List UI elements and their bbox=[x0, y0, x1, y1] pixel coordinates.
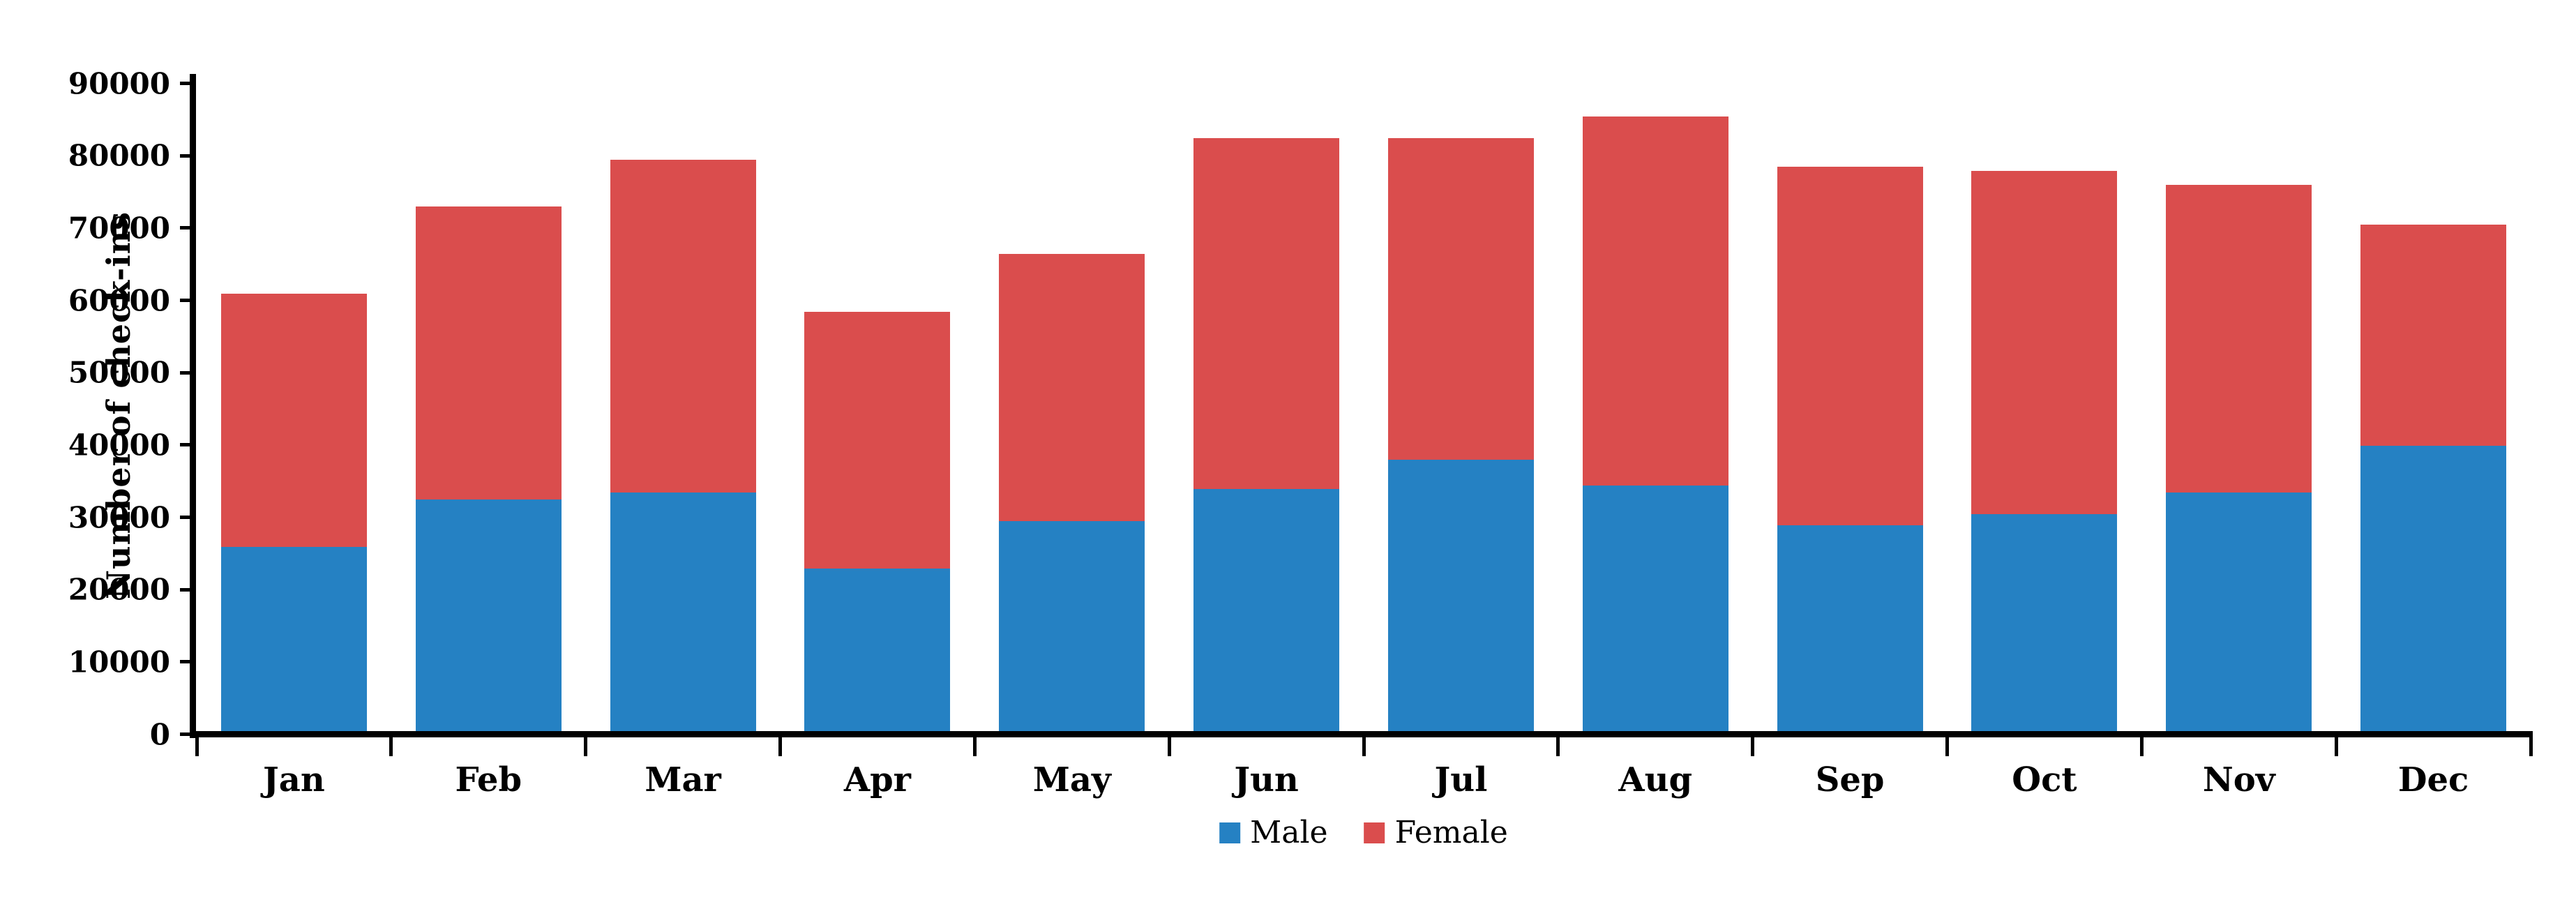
bar-segment-male-jul bbox=[1387, 460, 1534, 731]
y-tick-mark bbox=[180, 516, 190, 519]
bar-segment-female-mar bbox=[610, 160, 756, 493]
y-tick-label: 90000 bbox=[68, 66, 170, 100]
bar-segment-male-sep bbox=[1777, 525, 1923, 731]
y-tick-label: 20000 bbox=[68, 572, 170, 607]
y-tick-label: 10000 bbox=[68, 645, 170, 679]
x-tick-mark bbox=[2529, 731, 2533, 756]
bar-segment-female-may bbox=[999, 253, 1145, 522]
x-tick-label: Jan bbox=[263, 760, 325, 799]
x-tick-mark bbox=[195, 731, 199, 756]
y-tick-mark bbox=[180, 587, 190, 592]
x-tick-label: Mar bbox=[645, 760, 721, 799]
bar-segment-male-jan bbox=[220, 546, 367, 731]
x-tick-label: Sep bbox=[1815, 760, 1885, 799]
bar-segment-male-dec bbox=[2360, 445, 2507, 731]
x-tick-mark bbox=[1167, 731, 1171, 756]
y-tick-mark bbox=[180, 226, 190, 230]
y-tick-mark bbox=[180, 82, 190, 85]
bar-segment-female-sep bbox=[1777, 167, 1923, 525]
y-tick-mark bbox=[180, 299, 190, 302]
y-tick-label: 0 bbox=[149, 717, 170, 751]
y-tick-mark bbox=[180, 370, 190, 375]
legend-item-male: Male bbox=[1219, 815, 1328, 850]
y-tick-mark bbox=[180, 660, 190, 664]
bar-segment-female-aug bbox=[1582, 116, 1728, 486]
y-tick-label: 50000 bbox=[68, 355, 170, 390]
x-tick-mark bbox=[2139, 731, 2144, 756]
x-tick-mark bbox=[1556, 731, 1560, 756]
bar-segment-male-feb bbox=[415, 499, 562, 731]
legend-swatch-female bbox=[1364, 822, 1385, 843]
x-tick-mark bbox=[389, 731, 393, 756]
x-axis-spine bbox=[190, 731, 2531, 737]
y-tick-label: 40000 bbox=[68, 428, 170, 463]
y-tick-mark bbox=[180, 732, 190, 736]
bar-segment-female-oct bbox=[1971, 170, 2118, 514]
legend-item-female: Female bbox=[1364, 815, 1508, 850]
legend: Male Female bbox=[1219, 815, 1508, 850]
x-tick-label: Aug bbox=[1618, 760, 1693, 799]
bar-segment-male-oct bbox=[1971, 514, 2118, 731]
x-tick-label: Jun bbox=[1234, 760, 1299, 799]
legend-label-female: Female bbox=[1394, 815, 1508, 850]
bar-segment-female-jun bbox=[1193, 137, 1340, 489]
bar-segment-female-apr bbox=[804, 311, 951, 569]
legend-swatch-male bbox=[1219, 822, 1241, 843]
x-tick-mark bbox=[778, 731, 782, 756]
x-tick-mark bbox=[2334, 731, 2338, 756]
bar-segment-male-jun bbox=[1193, 488, 1340, 731]
bar-segment-male-nov bbox=[2166, 492, 2312, 731]
bar-segment-female-feb bbox=[415, 206, 562, 500]
bar-segment-male-mar bbox=[610, 492, 756, 731]
bar-segment-female-jan bbox=[220, 293, 367, 547]
x-tick-label: Nov bbox=[2202, 760, 2275, 799]
y-tick-mark bbox=[180, 153, 190, 158]
bar-segment-female-nov bbox=[2166, 185, 2312, 493]
y-axis-spine bbox=[190, 74, 196, 738]
y-tick-mark bbox=[180, 443, 190, 447]
bar-segment-female-dec bbox=[2360, 225, 2507, 446]
x-tick-label: Dec bbox=[2397, 760, 2469, 799]
x-tick-label: Oct bbox=[2012, 760, 2077, 799]
x-tick-mark bbox=[1362, 731, 1366, 756]
y-tick-label: 30000 bbox=[68, 500, 170, 534]
legend-label-male: Male bbox=[1250, 815, 1328, 850]
x-tick-label: Jul bbox=[1434, 760, 1488, 799]
y-tick-label: 80000 bbox=[68, 138, 170, 173]
y-tick-label: 70000 bbox=[68, 211, 170, 246]
y-tick-label: 60000 bbox=[68, 283, 170, 317]
x-tick-label: Feb bbox=[455, 760, 522, 799]
bar-segment-male-aug bbox=[1582, 485, 1728, 731]
bar-segment-male-apr bbox=[804, 568, 951, 731]
bar-segment-female-jul bbox=[1387, 137, 1534, 460]
x-tick-mark bbox=[584, 731, 588, 756]
x-tick-mark bbox=[1945, 731, 1949, 756]
x-tick-mark bbox=[1751, 731, 1755, 756]
y-axis-title: Number of check-ins bbox=[100, 211, 137, 599]
x-tick-label: Apr bbox=[843, 760, 911, 799]
bar-segment-male-may bbox=[999, 521, 1145, 731]
x-tick-mark bbox=[972, 731, 977, 756]
x-tick-label: May bbox=[1032, 760, 1111, 799]
